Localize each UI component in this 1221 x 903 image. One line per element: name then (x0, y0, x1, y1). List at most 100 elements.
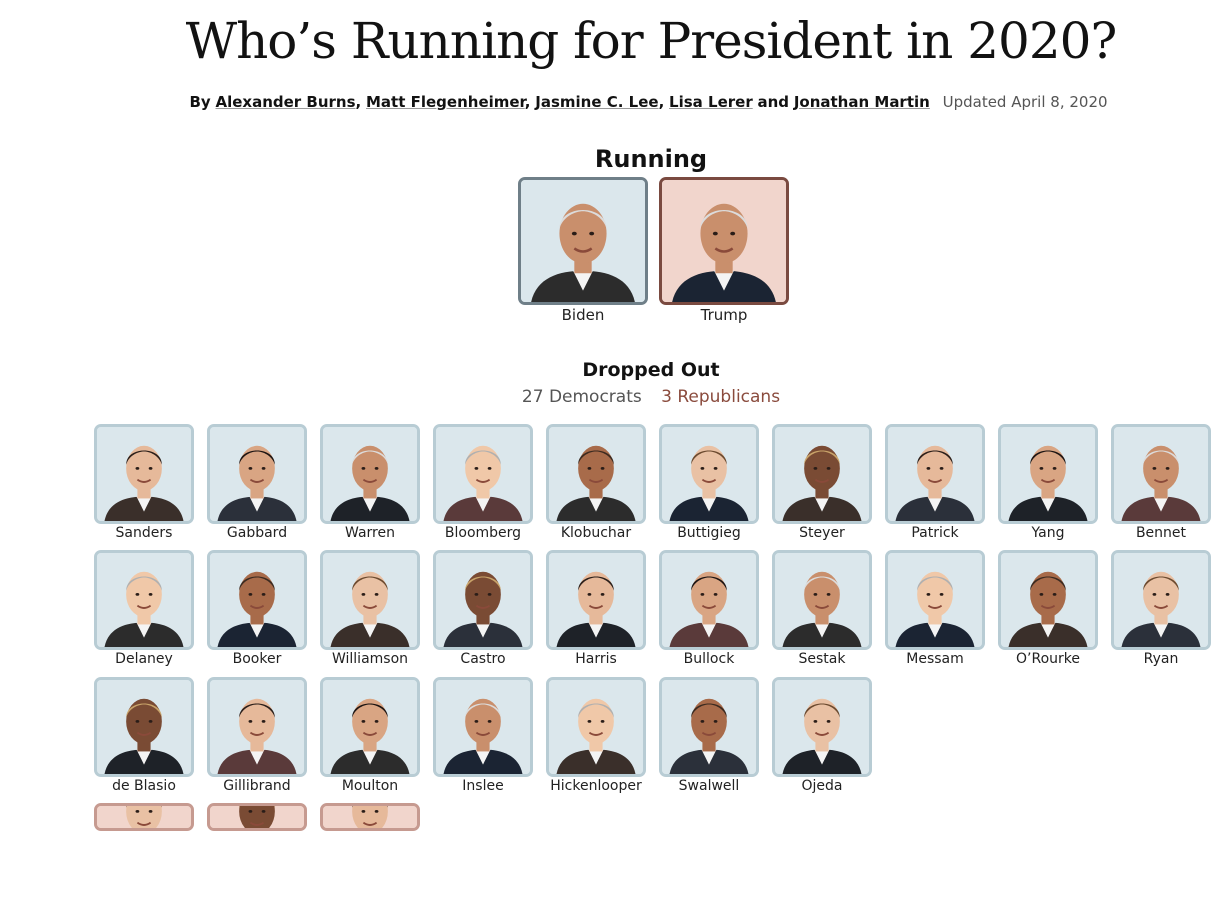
updated-timestamp: Updated April 8, 2020 (942, 93, 1108, 111)
candidate-portrait (775, 680, 869, 774)
candidate-photo (998, 424, 1098, 524)
candidate-portrait (662, 680, 756, 774)
candidate-photo (320, 424, 420, 524)
candidate-card[interactable]: Sestak (772, 550, 872, 667)
candidate-card[interactable]: Harris (546, 550, 646, 667)
candidate-name: Moulton (341, 778, 399, 794)
byline-prefix: By (189, 93, 211, 111)
candidate-photo (207, 677, 307, 777)
author-link-lee[interactable]: Jasmine C. Lee (535, 93, 659, 111)
candidate-card[interactable]: Hickenlooper (546, 677, 646, 794)
candidate-photo (659, 677, 759, 777)
candidate-portrait (521, 180, 645, 302)
candidate-card[interactable]: Bloomberg (433, 424, 533, 541)
candidate-name: Sestak (798, 651, 846, 667)
candidate-photo (94, 803, 194, 831)
candidate-photo (1111, 424, 1211, 524)
candidate-photo (546, 424, 646, 524)
candidate-name: Trump (700, 306, 748, 324)
candidate-photo (546, 677, 646, 777)
candidate-card[interactable]: Ryan (1111, 550, 1211, 667)
candidate-portrait (888, 427, 982, 521)
candidate-name: O’Rourke (1016, 651, 1080, 667)
candidate-card[interactable]: Bennet (1111, 424, 1211, 541)
candidate-card[interactable] (207, 803, 307, 903)
candidate-portrait (210, 553, 304, 647)
candidate-card[interactable] (320, 803, 420, 903)
candidate-card[interactable]: de Blasio (94, 677, 194, 794)
candidate-card[interactable]: Inslee (433, 677, 533, 794)
candidate-card[interactable]: Biden (518, 177, 648, 324)
candidate-photo (94, 424, 194, 524)
candidate-card[interactable]: Williamson (320, 550, 420, 667)
candidate-card[interactable]: Booker (207, 550, 307, 667)
running-section-title: Running (594, 145, 708, 173)
candidate-card[interactable]: Delaney (94, 550, 194, 667)
candidate-card[interactable]: Warren (320, 424, 420, 541)
candidate-portrait (97, 427, 191, 521)
candidate-photo (518, 177, 648, 305)
candidate-photo (885, 550, 985, 650)
candidate-portrait (549, 680, 643, 774)
candidate-card[interactable]: Bullock (659, 550, 759, 667)
candidate-name: Steyer (799, 525, 845, 541)
candidate-photo (885, 424, 985, 524)
candidate-photo (207, 550, 307, 650)
candidate-portrait (323, 553, 417, 647)
candidate-card[interactable] (94, 803, 194, 903)
candidate-card[interactable]: Patrick (885, 424, 985, 541)
candidate-portrait (775, 553, 869, 647)
candidate-card[interactable]: O’Rourke (998, 550, 1098, 667)
candidate-card[interactable]: Trump (659, 177, 789, 324)
candidate-name: Buttigieg (677, 525, 741, 541)
candidate-card[interactable]: Castro (433, 550, 533, 667)
candidate-card[interactable]: Steyer (772, 424, 872, 541)
candidate-photo (772, 550, 872, 650)
byline-separator: and (757, 93, 790, 111)
candidate-card[interactable]: Sanders (94, 424, 194, 541)
candidate-card[interactable]: Klobuchar (546, 424, 646, 541)
candidate-portrait (210, 427, 304, 521)
candidate-card[interactable]: Buttigieg (659, 424, 759, 541)
candidate-card[interactable]: Swalwell (659, 677, 759, 794)
candidate-name: Patrick (911, 525, 959, 541)
candidate-card[interactable]: Moulton (320, 677, 420, 794)
candidate-portrait (1114, 427, 1208, 521)
candidate-name: Bloomberg (444, 525, 522, 541)
candidate-name: Harris (575, 651, 617, 667)
candidate-photo (207, 424, 307, 524)
candidate-card[interactable]: Yang (998, 424, 1098, 541)
candidate-portrait (1001, 427, 1095, 521)
candidate-card[interactable]: Gabbard (207, 424, 307, 541)
author-link-lerer[interactable]: Lisa Lerer (669, 93, 753, 111)
candidate-portrait (97, 553, 191, 647)
candidate-name: Delaney (115, 651, 173, 667)
candidate-portrait (323, 680, 417, 774)
candidate-name: de Blasio (112, 778, 176, 794)
candidate-photo (1111, 550, 1211, 650)
author-link-burns[interactable]: Alexander Burns (215, 93, 356, 111)
author-link-flegenheimer[interactable]: Matt Flegenheimer (366, 93, 525, 111)
candidate-photo (998, 550, 1098, 650)
candidate-name: Warren (345, 525, 395, 541)
candidate-name: Williamson (331, 651, 409, 667)
candidate-name: Ojeda (801, 778, 843, 794)
candidate-photo (320, 677, 420, 777)
candidate-name: Gillibrand (223, 778, 291, 794)
candidate-portrait (323, 427, 417, 521)
candidate-portrait (549, 553, 643, 647)
byline-separator: , (355, 93, 362, 111)
candidate-photo (659, 550, 759, 650)
candidate-card[interactable]: Ojeda (772, 677, 872, 794)
democrats-filter-link[interactable]: 27 Democrats (521, 387, 642, 407)
author-link-martin[interactable]: Jonathan Martin (793, 93, 930, 111)
candidate-card[interactable]: Gillibrand (207, 677, 307, 794)
candidate-portrait (549, 427, 643, 521)
candidate-portrait (775, 427, 869, 521)
candidate-portrait (1114, 553, 1208, 647)
candidate-name: Castro (460, 651, 506, 667)
candidate-name: Yang (1031, 525, 1065, 541)
candidate-photo (433, 550, 533, 650)
candidate-card[interactable]: Messam (885, 550, 985, 667)
republicans-filter-link[interactable]: 3 Republicans (661, 387, 781, 407)
